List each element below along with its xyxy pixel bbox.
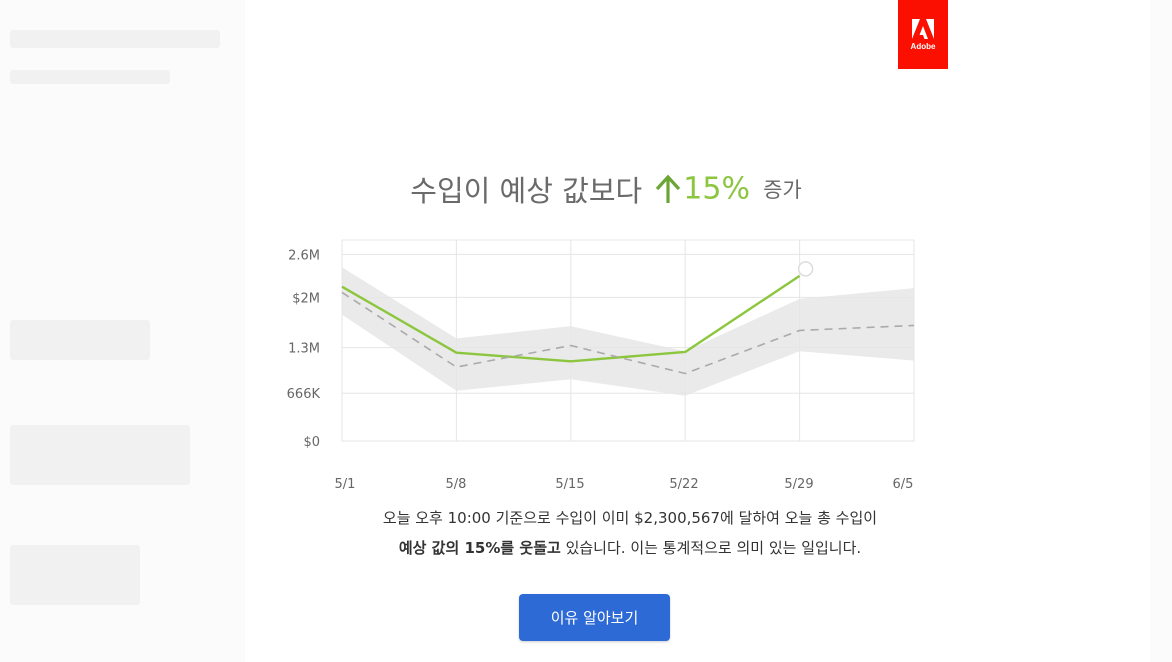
expected-range-band [342, 267, 914, 396]
current-point-marker [797, 261, 814, 277]
expected-series-line [341, 291, 915, 375]
headline-suffix: 증가 [763, 178, 802, 202]
x-tick-label: 5/22 [669, 477, 698, 492]
y-tick-label: 666K [287, 387, 321, 402]
headline-percent: 15% [683, 171, 750, 207]
y-tick-label: 2.6M [288, 248, 320, 263]
insight-headline: 수입이 예상 값보다 15% 증가 [300, 168, 912, 210]
x-tick-label: 5/29 [784, 477, 813, 492]
x-tick-label: 5/15 [555, 477, 584, 492]
x-tick-label: 5/8 [446, 477, 467, 492]
y-tick-label: $0 [303, 435, 320, 450]
description-emphasis: 예상 값의 15%를 웃돌고 [398, 539, 561, 557]
adobe-mark-icon [912, 18, 934, 39]
description-line2: 예상 값의 15%를 웃돌고 있습니다. 이는 통계적으로 의미 있는 일입니다… [300, 533, 960, 563]
description-line2-rest: 있습니다. 이는 통계적으로 의미 있는 일입니다. [560, 539, 862, 557]
arrow-up-icon [656, 174, 681, 203]
headline-prefix: 수입이 예상 값보다 [410, 174, 643, 208]
x-tick-label: 5/1 [335, 477, 356, 492]
x-tick-label: 6/5 [893, 477, 914, 492]
description-line1: 오늘 오후 10:00 기준으로 수입이 이미 $2,300,567에 달하여 … [382, 509, 878, 527]
logo-text: Adobe [910, 41, 936, 51]
adobe-logo: Adobe [898, 0, 948, 69]
y-tick-label: 1.3M [288, 342, 320, 357]
learn-why-button[interactable]: 이유 알아보기 [519, 594, 670, 641]
y-tick-label: $2M [292, 291, 320, 306]
insight-description: 오늘 오후 10:00 기준으로 수입이 이미 $2,300,567에 달하여 … [300, 503, 960, 563]
